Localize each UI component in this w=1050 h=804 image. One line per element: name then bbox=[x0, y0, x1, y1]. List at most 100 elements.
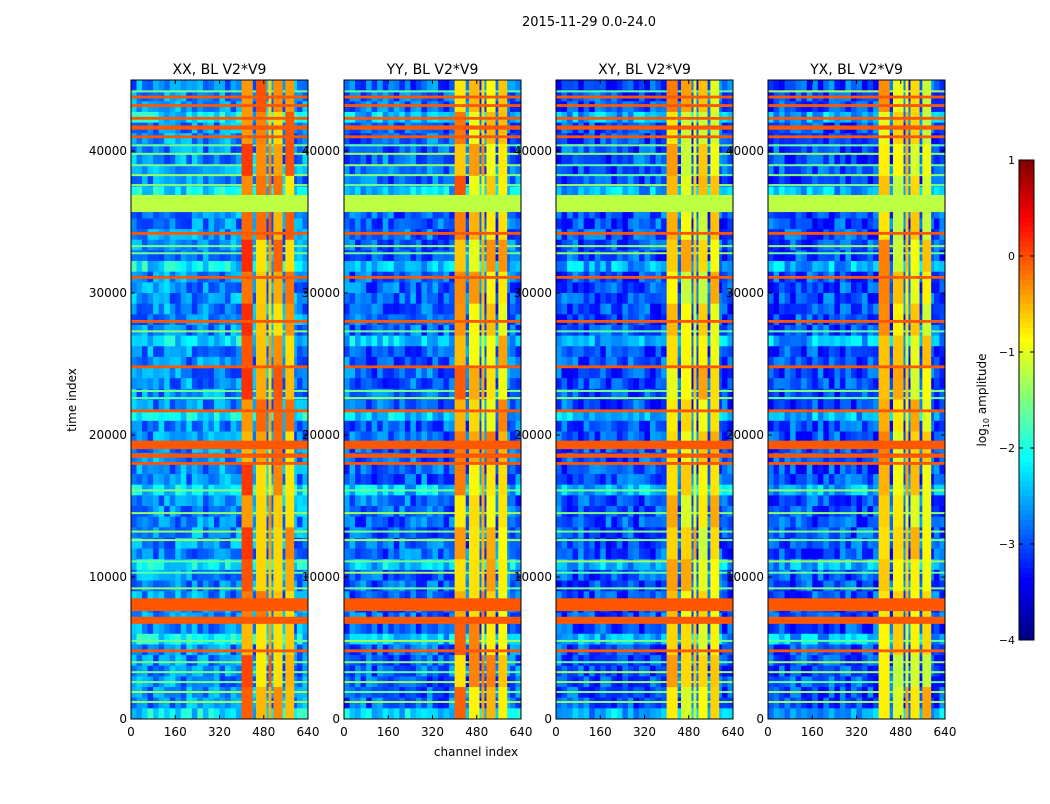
heatmap-cell bbox=[164, 282, 170, 293]
heatmap-cell bbox=[203, 549, 209, 560]
heatmap-cell bbox=[197, 495, 203, 506]
y-tick-label: 20000 bbox=[89, 428, 127, 442]
heatmap-rfi-cell bbox=[285, 368, 294, 400]
heatmap-cell bbox=[137, 495, 143, 506]
heatmap-rfi-cell bbox=[498, 655, 507, 687]
heatmap-cell bbox=[175, 708, 181, 719]
heatmap-cell bbox=[131, 570, 137, 581]
y-tick-label: 10000 bbox=[89, 570, 127, 584]
heatmap-cell bbox=[231, 282, 237, 293]
heatmap-cell bbox=[236, 698, 242, 709]
heatmap-cell bbox=[383, 421, 389, 432]
heatmap-cell bbox=[350, 623, 356, 634]
heatmap-cell bbox=[175, 623, 181, 634]
heatmap-rfi-cell bbox=[285, 208, 294, 240]
heatmap-rfi-cell bbox=[486, 208, 495, 240]
heatmap-cell bbox=[628, 218, 634, 229]
heatmap-cell bbox=[433, 250, 439, 261]
heatmap-cell bbox=[197, 378, 203, 389]
heatmap-cell bbox=[433, 527, 439, 538]
heatmap-rfi-cell bbox=[481, 240, 484, 272]
heatmap-cell bbox=[350, 314, 356, 325]
heatmap-cell bbox=[175, 421, 181, 432]
heatmap-cell bbox=[208, 506, 214, 517]
heatmap-cell bbox=[214, 698, 220, 709]
heatmap-cell bbox=[410, 314, 416, 325]
heatmap-cell bbox=[225, 527, 231, 538]
heatmap-cell bbox=[372, 549, 378, 560]
heatmap-cell bbox=[159, 506, 165, 517]
heatmap-rfi-time-band bbox=[344, 232, 521, 235]
heatmap-cell bbox=[410, 250, 416, 261]
heatmap-cell bbox=[175, 634, 181, 645]
heatmap-cell bbox=[159, 155, 165, 166]
heatmap-cell bbox=[186, 218, 192, 229]
heatmap-cell bbox=[344, 261, 350, 272]
heatmap-cell bbox=[344, 378, 350, 389]
heatmap-cell bbox=[421, 623, 427, 634]
heatmap-cell bbox=[236, 336, 242, 347]
heatmap-cell bbox=[220, 336, 226, 347]
heatmap-cell bbox=[186, 250, 192, 261]
heatmap-cell bbox=[421, 368, 427, 379]
heatmap-rfi-cell bbox=[268, 368, 271, 400]
heatmap-cell bbox=[372, 634, 378, 645]
heatmap-cell bbox=[159, 346, 165, 357]
heatmap-cell bbox=[388, 133, 394, 144]
heatmap-cell bbox=[186, 495, 192, 506]
heatmap-cell bbox=[361, 346, 367, 357]
heatmap-cell bbox=[192, 218, 198, 229]
heatmap-cell bbox=[377, 304, 383, 315]
heatmap-cell bbox=[181, 336, 187, 347]
heatmap-cell bbox=[142, 80, 148, 91]
heatmap-cell bbox=[405, 517, 411, 528]
heatmap-rfi-cell bbox=[469, 400, 480, 432]
heatmap-cell bbox=[394, 623, 400, 634]
heatmap-cell bbox=[208, 282, 214, 293]
heatmap-cell bbox=[297, 314, 303, 325]
heatmap-cell bbox=[208, 293, 214, 304]
heatmap-cell bbox=[416, 623, 422, 634]
heatmap-cell bbox=[645, 155, 651, 166]
heatmap-cell bbox=[372, 570, 378, 581]
heatmap-cell bbox=[633, 282, 639, 293]
heatmap-cell bbox=[170, 655, 176, 666]
heatmap-cell bbox=[297, 623, 303, 634]
heatmap-cell bbox=[622, 218, 628, 229]
heatmap-rfi-cell bbox=[256, 336, 267, 368]
heatmap-cell bbox=[656, 80, 662, 91]
heatmap-cell bbox=[192, 517, 198, 528]
heatmap-cell bbox=[372, 314, 378, 325]
heatmap-cell bbox=[394, 698, 400, 709]
heatmap-cell bbox=[164, 304, 170, 315]
heatmap-cell bbox=[388, 570, 394, 581]
heatmap-cell bbox=[297, 250, 303, 261]
heatmap-cell bbox=[510, 378, 516, 389]
heatmap-cell bbox=[444, 527, 450, 538]
heatmap-cell bbox=[181, 314, 187, 325]
heatmap-cell bbox=[410, 581, 416, 592]
heatmap-cell bbox=[137, 250, 143, 261]
heatmap-cell bbox=[600, 336, 606, 347]
heatmap-cell bbox=[225, 293, 231, 304]
heatmap-cell bbox=[416, 133, 422, 144]
heatmap-cell bbox=[366, 336, 372, 347]
heatmap-cell bbox=[433, 261, 439, 272]
heatmap-cell bbox=[383, 474, 389, 485]
heatmap-cell bbox=[606, 314, 612, 325]
heatmap-cell bbox=[355, 655, 361, 666]
heatmap-cell bbox=[405, 581, 411, 592]
heatmap-cell bbox=[421, 581, 427, 592]
heatmap-cell bbox=[355, 708, 361, 719]
heatmap-cell bbox=[438, 517, 444, 528]
heatmap-cell bbox=[170, 378, 176, 389]
heatmap-cell bbox=[661, 336, 667, 347]
heatmap-cell bbox=[366, 549, 372, 560]
heatmap-cell bbox=[584, 336, 590, 347]
heatmap-cell bbox=[225, 218, 231, 229]
heatmap-cell bbox=[214, 250, 220, 261]
heatmap-cell bbox=[142, 304, 148, 315]
heatmap-cell bbox=[617, 250, 623, 261]
heatmap-cell bbox=[449, 474, 455, 485]
